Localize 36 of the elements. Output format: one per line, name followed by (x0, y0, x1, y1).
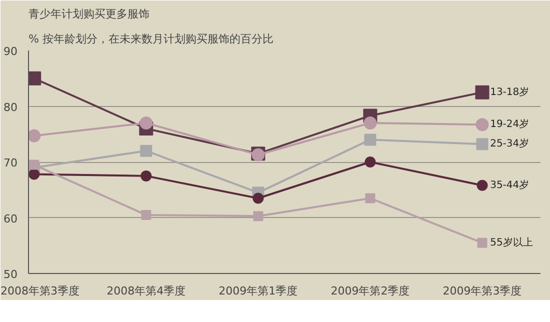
point (140, 144, 152, 157)
series-label: 25-34岁 (490, 138, 530, 150)
point (477, 238, 488, 248)
point (28, 168, 40, 180)
x-tick-label: 2009年第3季度 (442, 284, 522, 298)
series-label: 55岁以上 (490, 236, 533, 248)
point (140, 116, 153, 130)
point (253, 211, 264, 222)
point (364, 134, 376, 146)
y-tick-label: 50 (4, 268, 18, 281)
point (476, 118, 489, 132)
point (140, 170, 152, 182)
x-tick-label: 2009年第2季度 (330, 284, 410, 298)
point (364, 156, 376, 168)
point (476, 180, 488, 191)
point (475, 85, 490, 100)
y-tick-label: 70 (4, 156, 18, 170)
point (28, 129, 41, 142)
point (252, 192, 264, 204)
x-tick-label: 2008年第4季度 (106, 284, 186, 298)
point (365, 193, 376, 204)
point (364, 116, 377, 130)
series-label: 35-44岁 (490, 178, 530, 191)
point (29, 160, 40, 170)
series-label: 13-18岁 (490, 86, 530, 98)
chart-title: 青少年计划购买更多服饰 (28, 8, 150, 20)
y-tick-label: 60 (4, 212, 18, 226)
point (141, 210, 152, 220)
y-tick-label: 90 (4, 45, 18, 58)
point (476, 138, 488, 150)
point (28, 71, 42, 86)
x-tick-label: 2009年第1季度 (218, 284, 298, 298)
series-label: 19-24岁 (490, 118, 530, 130)
x-tick-label: 2008年第3季度 (0, 284, 80, 298)
chart-subtitle: % 按年龄划分，在未来数月计划购买服饰的百分比 (28, 32, 274, 46)
y-tick-label: 80 (4, 100, 18, 114)
